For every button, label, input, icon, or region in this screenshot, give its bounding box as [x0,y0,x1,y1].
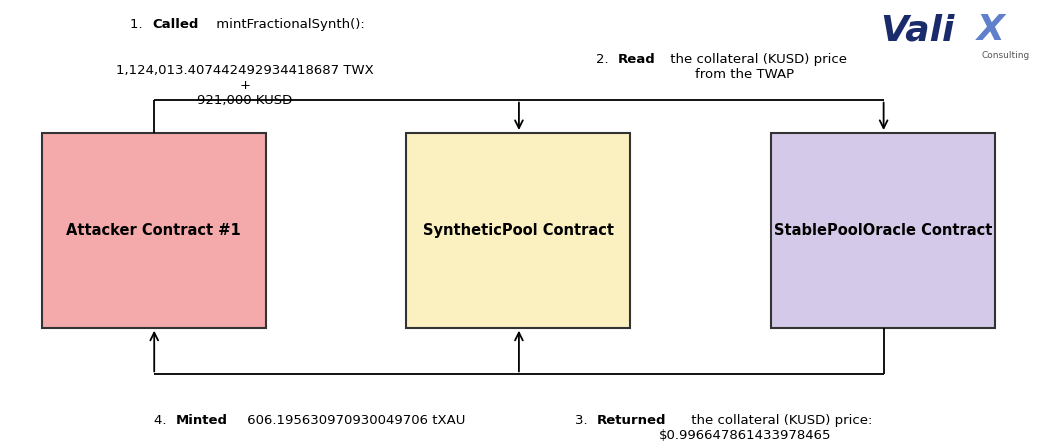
FancyBboxPatch shape [406,133,630,328]
Text: SyntheticPool Contract: SyntheticPool Contract [423,223,614,238]
Text: $0.996647861433978465: $0.996647861433978465 [659,414,832,442]
Text: mintFractionalSynth():: mintFractionalSynth(): [212,18,365,31]
Text: Called: Called [152,18,198,31]
Text: 2.: 2. [596,53,613,66]
Text: X: X [976,13,1004,47]
FancyBboxPatch shape [42,133,266,328]
Text: the collateral (KUSD) price: the collateral (KUSD) price [666,53,847,66]
FancyBboxPatch shape [771,133,995,328]
Text: Consulting: Consulting [982,51,1029,60]
Text: StablePoolOracle Contract: StablePoolOracle Contract [774,223,992,238]
Text: Returned: Returned [597,414,667,427]
Text: the collateral (KUSD) price:: the collateral (KUSD) price: [687,414,872,427]
Text: 1.: 1. [130,18,147,31]
Text: 606.195630970930049706 tXAU: 606.195630970930049706 tXAU [243,414,466,427]
Text: from the TWAP: from the TWAP [695,53,795,81]
Text: Read: Read [618,53,655,66]
Text: 4.: 4. [154,414,171,427]
Text: 1,124,013.407442492934418687 TWX
+
921,000 KUSD: 1,124,013.407442492934418687 TWX + 921,0… [116,64,374,107]
Text: Minted: Minted [176,414,228,427]
Text: Vali: Vali [880,13,954,47]
Text: 3.: 3. [575,414,592,427]
Text: Attacker Contract #1: Attacker Contract #1 [67,223,241,238]
